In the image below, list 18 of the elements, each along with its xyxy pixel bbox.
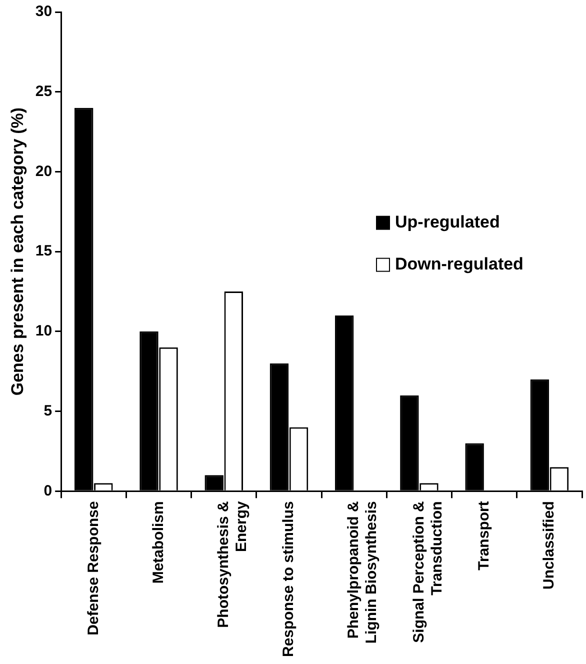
x-tick-label: Transport (475, 501, 492, 570)
x-tick-label: Response to stimulus (280, 501, 298, 657)
x-tick-label: Signal Perception & Transduction (410, 500, 446, 643)
x-tick-label: Unclassified (540, 501, 558, 590)
y-axis-title: Genes present in each category (%) (8, 107, 27, 396)
y-tick-label: 30 (35, 3, 52, 20)
y-tick-label: 0 (44, 482, 52, 500)
x-tick-label: Photosynthesis & Energy (215, 500, 250, 628)
y-tick-label: 5 (44, 402, 52, 420)
x-tick-label: Phenylpropanoid & Lignin Biosynthesis (345, 500, 380, 644)
x-tick-label: Defense Response (84, 501, 102, 636)
y-tick-label: 20 (35, 162, 52, 180)
y-tick-label: 15 (35, 242, 52, 260)
x-tick-label: Metabolism (150, 501, 167, 584)
y-tick-label: 10 (35, 322, 52, 340)
legend-label: Up-regulated (395, 212, 500, 232)
legend-label: Down-regulated (395, 254, 524, 274)
y-tick-label: 25 (35, 82, 52, 100)
